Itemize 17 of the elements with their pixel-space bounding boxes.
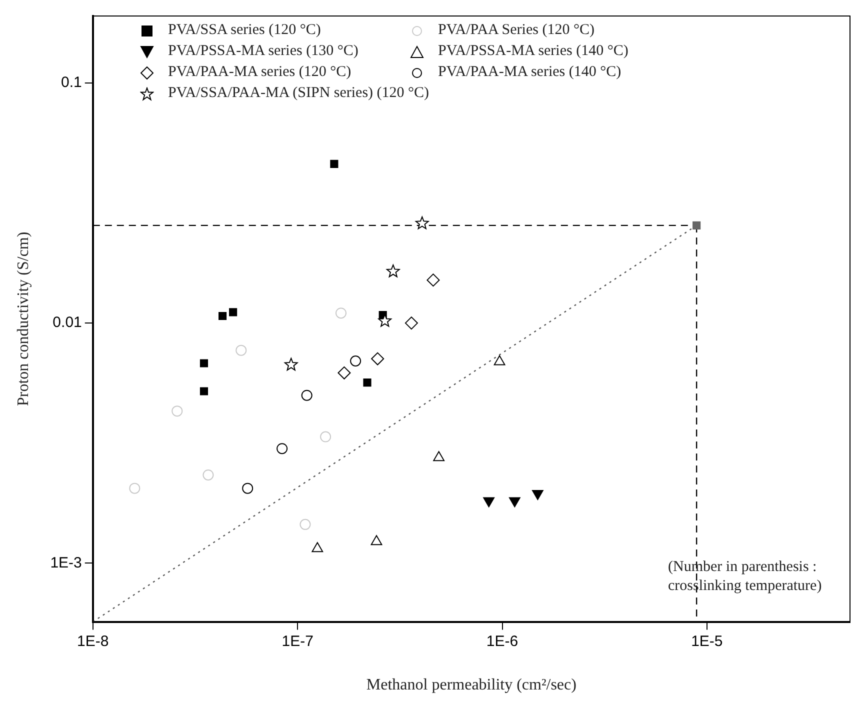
x-tick-label: 1E-7 xyxy=(282,632,314,650)
x-tick-label: 1E-8 xyxy=(77,632,109,650)
legend-label: PVA/PAA-MA series (140 °C) xyxy=(438,64,622,81)
x-tick-label: 1E-5 xyxy=(691,632,723,650)
x-axis-title: Methanol permeability (cm²/sec) xyxy=(366,676,576,694)
y-tick-label: 0.1 xyxy=(61,74,82,92)
legend-label: PVA/SSA/PAA-MA (SIPN series) (120 °C) xyxy=(168,85,430,102)
legend-label: PVA/PSSA-MA series (130 °C) xyxy=(168,43,358,60)
y-tick-label: 0.01 xyxy=(52,314,82,332)
legend-label: PVA/PSSA-MA series (140 °C) xyxy=(438,43,628,60)
legend-label: PVA/PAA-MA series (120 °C) xyxy=(168,64,352,81)
legend-label: PVA/SSA series (120 °C) xyxy=(168,22,321,39)
y-tick-label: 1E-3 xyxy=(50,554,82,572)
x-tick-label: 1E-6 xyxy=(486,632,518,650)
annotation: (Number in parenthesis : crosslinking temperature) xyxy=(668,558,823,596)
legend-label: PVA/PAA Series (120 °C) xyxy=(438,22,594,39)
y-axis-title: Proton conductivity (S/cm) xyxy=(14,232,32,406)
